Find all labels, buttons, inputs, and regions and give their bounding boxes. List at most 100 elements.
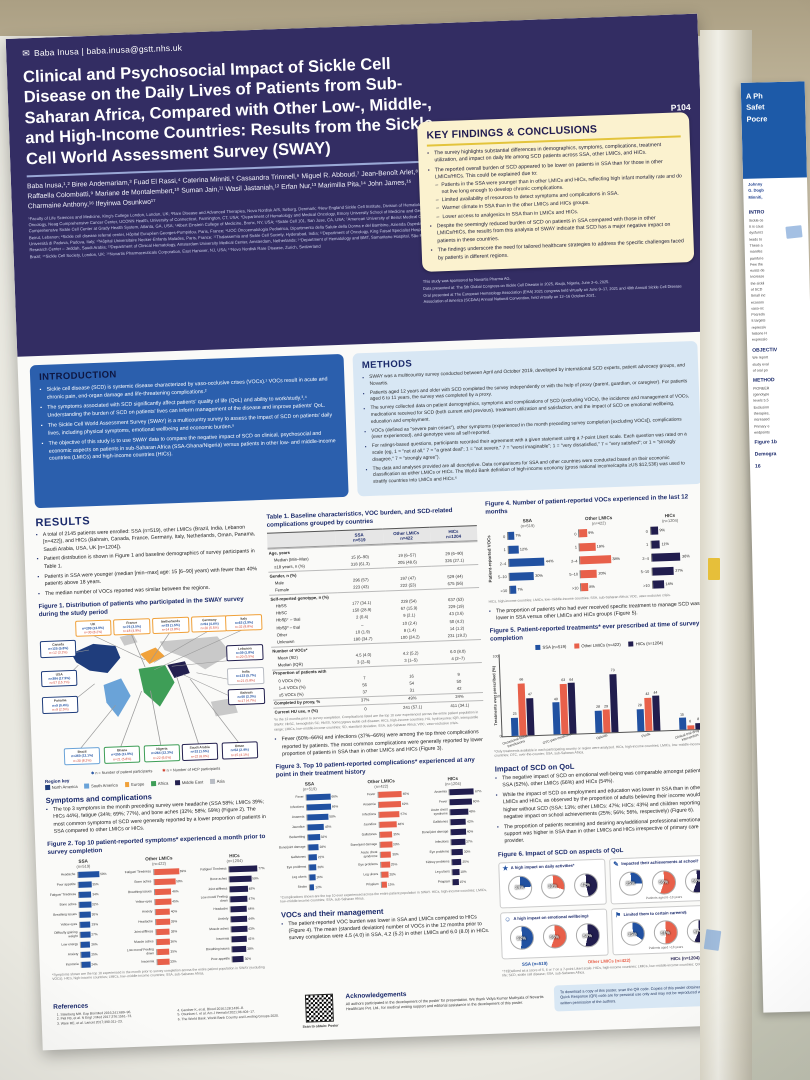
bar-group: 28 42 44 <box>634 649 661 732</box>
figure6-col-label: Other LMICs (n=422) <box>587 957 631 964</box>
voc-bar-track: 11% <box>650 538 705 549</box>
bar-track: 57% <box>377 810 416 818</box>
bar-value: 45% <box>172 898 179 904</box>
map-callout-france: France n=76 (3.5%) n=18 (4.9%) <box>113 618 151 636</box>
voc-bar <box>651 540 661 549</box>
key-findings-box: KEY FINDINGS & CONCLUSIONS The survey hi… <box>417 112 695 273</box>
region-key-item: Europe <box>124 781 144 787</box>
voc-category: 5–10 <box>497 574 507 580</box>
bar-label: Bone aches <box>210 876 228 881</box>
bar-track: 58% <box>77 869 120 878</box>
bar-value: 32% <box>91 901 99 906</box>
callout-hcp: n=20 (5.5%) <box>200 625 219 631</box>
grouped-bar: 23 <box>511 712 519 737</box>
map-legend-patients: ✱ n = Number of patient participants <box>90 769 153 776</box>
bar-track: 48% <box>449 807 488 815</box>
voc-bar <box>509 557 545 568</box>
voc-bar <box>581 583 589 592</box>
voc-category: >10 <box>643 582 650 588</box>
bar-label: Fatigue/ Tiredness <box>124 869 152 875</box>
y-tick: 50 <box>496 694 501 699</box>
bar-track: 35% <box>155 947 198 955</box>
pie-value: 56% <box>549 933 560 940</box>
bar-label: Insomnia <box>141 959 155 964</box>
bar-label: Anxiety <box>217 916 229 921</box>
bar <box>229 875 252 882</box>
bar-value: 48% <box>397 821 405 826</box>
voc-category: 2–4 <box>499 560 507 567</box>
legend-chip: HICs (n=1204) <box>628 641 663 647</box>
voc-category: 1 <box>574 544 578 550</box>
bar-label: Poor appetite <box>56 881 76 887</box>
key-findings-list: The survey highlights substantial differ… <box>427 141 685 262</box>
affiliations: ¹Faculty of Life Sciences and Medicine, … <box>28 201 432 259</box>
voc-bar-track: 9% <box>649 525 705 536</box>
contact-line: ✉ Baba Inusa | baba.inusa@gstt.nhs.uk <box>22 24 684 59</box>
bar-value: 66% <box>331 803 339 809</box>
bar-label: Fatigue/ Tiredness <box>49 891 77 897</box>
bar-value: 32% <box>320 834 328 839</box>
voc-bar-value: 44% <box>545 559 554 564</box>
bar-track: 35% <box>77 879 120 888</box>
voc-bar-value: 11% <box>661 541 669 547</box>
bar-track: 48% <box>378 820 417 828</box>
voc-bar-value: 8% <box>589 585 595 590</box>
y-tick: 100 <box>492 654 499 659</box>
bar <box>154 888 172 895</box>
legend-label: SSA (n=519) <box>542 644 567 651</box>
bar-track: 45% <box>153 897 196 905</box>
bar-label: Leg ulcers <box>435 869 450 874</box>
col-n: n=422 <box>400 535 413 542</box>
map-connector <box>189 678 239 743</box>
bar-label: Low mood/ Feeling down <box>200 894 228 903</box>
bar-value: 29% <box>91 921 99 927</box>
callout-hcp: n=12 (3.2%) <box>49 650 68 656</box>
bar <box>450 808 469 815</box>
map-callout-lebanon: Lebanon n=39 (1.8%) n=20 (5.5%) <box>226 643 264 662</box>
bar-row: Priapism 15% <box>351 878 419 890</box>
pie-value: 25% <box>625 880 636 886</box>
table-col-header: SSA n=519 <box>335 528 384 547</box>
voc-bar-value: 7% <box>515 533 521 538</box>
bar-row: Priapism 15% <box>423 875 490 887</box>
grouped-bar: 66 <box>518 678 527 736</box>
region-label: North America <box>51 783 78 790</box>
voc-panel: HICs (n=1204) 0 9% 1 11% 2–4 36% 5–10 27% >10 14% <box>636 512 707 592</box>
bar-track: 46% <box>153 887 196 895</box>
bar-value: 20% <box>389 871 396 877</box>
bar-track: 48% <box>229 884 272 892</box>
bar-value: 38% <box>170 928 178 934</box>
map-connector <box>176 676 199 744</box>
bar-track: 30% <box>231 954 274 962</box>
neighbor-body-line: 16 <box>754 463 761 470</box>
map-callout-nigeria: Nigeria n=264 (12.3%) n=22 (6.0%) <box>143 744 181 763</box>
region-key-item: Middle East <box>175 779 203 785</box>
bar <box>449 787 475 795</box>
bar-track: 41% <box>231 934 273 942</box>
bar-value: 20% <box>317 864 324 869</box>
symptoms-bullets: The top 3 symptoms in the month precedin… <box>46 799 269 836</box>
bar <box>450 797 472 805</box>
legend-label: Other LMICs (n=422) <box>581 642 621 649</box>
voc-bar-track: 38% <box>579 554 634 565</box>
figure6-col-label: SSA (n=519) <box>521 960 548 967</box>
bar-track: 20% <box>308 862 346 870</box>
qr-caption: Scan to obtain: Poster <box>302 1023 339 1029</box>
bar <box>380 860 390 868</box>
bar-track: 33% <box>156 957 199 965</box>
bar-label: Bedwetting <box>289 834 306 839</box>
bar-value: 27% <box>91 931 98 937</box>
bar <box>81 951 91 958</box>
bar-value: 39% <box>170 918 178 924</box>
voc-bar-track: 27% <box>651 565 706 576</box>
bar-track: 58% <box>153 877 196 885</box>
figure5-plot-wrap: Treatments ever prescribed (%) 0 50 100 23 66… <box>491 647 712 739</box>
map-legend-hcp: ✱ n = Number of HCP participants <box>162 766 221 773</box>
bar-label: Headache <box>60 871 76 877</box>
bar-label: Eye problems <box>358 861 378 867</box>
voc-category: 0 <box>502 533 506 539</box>
bar-track: 12% <box>308 882 347 890</box>
voc-bar-track: 7% <box>507 530 562 541</box>
bar-label: Yellow eyes <box>60 921 78 927</box>
quadrant-pies: 52% 56% 54% <box>505 922 605 951</box>
